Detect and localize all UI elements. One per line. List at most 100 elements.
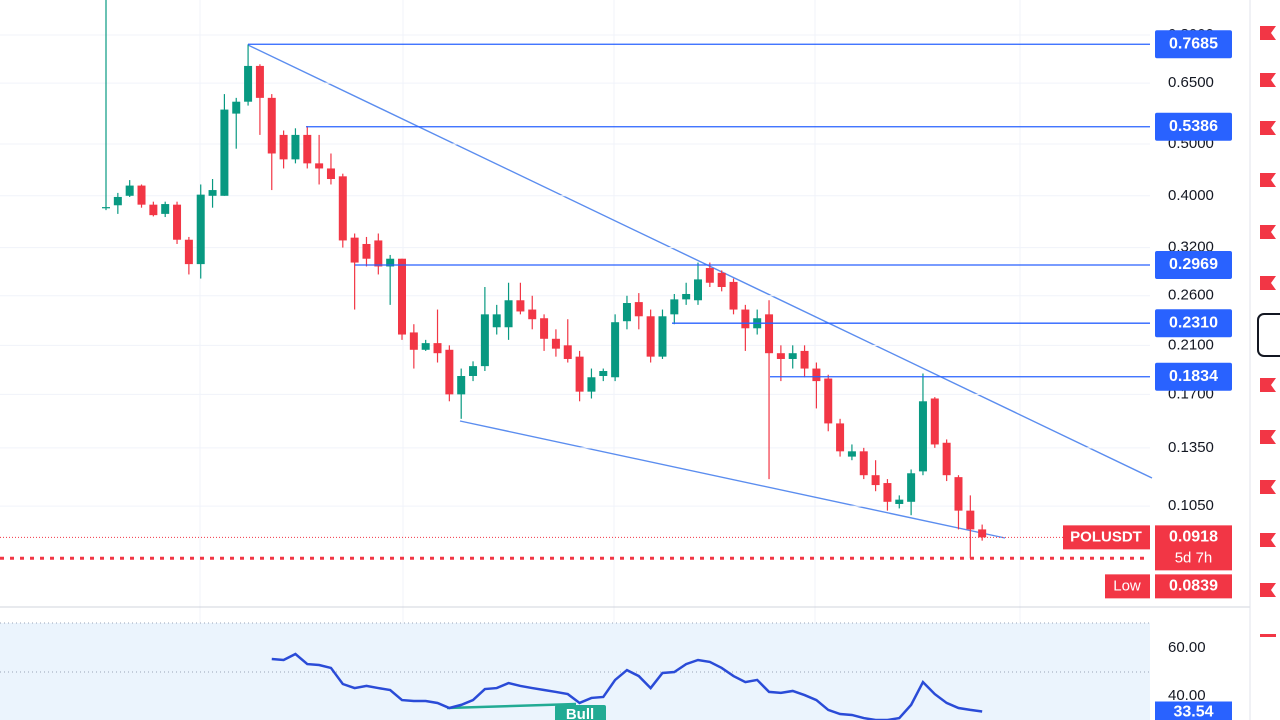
candle-body	[480, 314, 489, 367]
candle-body	[658, 316, 667, 357]
level-label: 0.5386	[1169, 118, 1218, 135]
level-label-box	[1155, 309, 1232, 338]
annotation: Bull	[566, 706, 594, 720]
candle-body	[326, 168, 335, 180]
candle-body	[244, 65, 253, 102]
flag-icon[interactable]	[1260, 276, 1276, 290]
candle-body	[445, 349, 454, 395]
annotation-box	[555, 705, 606, 720]
candle-body	[492, 314, 501, 328]
y-tick-label: 0.6500	[1168, 74, 1214, 91]
candle-body	[575, 356, 584, 392]
symbol-box	[1063, 525, 1150, 550]
candle-body	[599, 371, 608, 376]
candle-body	[457, 375, 466, 395]
low-tag-box	[1105, 574, 1150, 599]
y-tick-label: 0.1050	[1168, 497, 1214, 514]
candle-body	[113, 196, 122, 206]
flag-icon[interactable]	[1260, 73, 1276, 87]
candle-body	[954, 477, 963, 511]
candle-body	[729, 281, 738, 310]
flag-icon[interactable]	[1260, 533, 1276, 547]
level-label: 0.1834	[1169, 368, 1218, 385]
candle-body	[587, 377, 596, 392]
value-box	[1155, 701, 1232, 720]
candle-body	[137, 185, 146, 205]
low-tag: Low	[1113, 577, 1141, 594]
marks: Bull	[0, 0, 1150, 720]
candle-body	[161, 204, 170, 214]
candle-body	[765, 314, 774, 354]
candle-body	[232, 101, 241, 114]
symbol-label: POLUSDT	[1070, 528, 1142, 545]
y-tick-label: 0.1350	[1168, 439, 1214, 456]
candle-body	[291, 134, 300, 160]
candle-body	[303, 134, 312, 164]
candle-body	[398, 258, 406, 335]
candle-body	[315, 163, 324, 169]
candle-body	[705, 268, 714, 283]
candle-body	[646, 316, 655, 357]
low-value-label: 0.0839	[1169, 578, 1218, 595]
candle-body	[895, 499, 904, 504]
candle-body	[469, 366, 478, 376]
candle-body	[267, 97, 276, 154]
level-label: 0.2969	[1169, 256, 1218, 273]
grid	[199, 0, 1021, 720]
flag-icon[interactable]	[1260, 583, 1276, 597]
candle-body	[149, 204, 158, 216]
candle-body	[551, 338, 560, 349]
toolbar-button[interactable]	[1257, 313, 1280, 357]
candle-body	[528, 309, 537, 320]
upper-trendline	[247, 44, 1153, 479]
flag-icon[interactable]	[1260, 430, 1276, 444]
candle-body	[966, 510, 975, 530]
flag-icon[interactable]	[1260, 173, 1276, 187]
level-label-box	[1155, 30, 1232, 59]
flag-icon[interactable]	[1260, 378, 1276, 392]
candle-body	[196, 194, 205, 265]
labels: 0.80000.65000.50000.40000.32000.26000.21…	[1063, 26, 1232, 720]
y-tick-label: 0.2600	[1168, 287, 1214, 304]
candle-body	[836, 423, 845, 452]
countdown-label: 5d 7h	[1175, 549, 1213, 566]
y-tick-label: 0.4000	[1168, 187, 1214, 204]
y-tick-label: 40.00	[1168, 687, 1206, 704]
flag-icon[interactable]	[1260, 225, 1276, 239]
candle-body	[634, 302, 643, 317]
candle-body	[812, 368, 821, 382]
candle-body	[540, 318, 549, 339]
candle-body	[871, 475, 880, 486]
level-label-box	[1155, 362, 1232, 391]
candle-body	[847, 451, 856, 457]
lower-trendline	[459, 420, 1006, 539]
candle-body	[717, 272, 726, 288]
candle-body	[255, 65, 264, 98]
candle-body	[978, 529, 987, 538]
candle-body	[433, 343, 442, 354]
candle-body	[883, 483, 892, 502]
candle-body	[682, 293, 691, 300]
y-tick-label: 60.00	[1168, 639, 1206, 656]
flag-icon[interactable]	[1260, 121, 1276, 135]
flag-icon[interactable]	[1260, 480, 1276, 494]
candle-body	[824, 378, 833, 424]
level-label-box	[1155, 112, 1232, 141]
candle-body	[184, 239, 193, 265]
candle-body	[173, 204, 182, 240]
level-label-box	[1155, 250, 1232, 279]
candle-body	[279, 134, 288, 160]
divergence-line	[446, 702, 577, 710]
candle-body	[788, 353, 797, 359]
candle-body	[504, 300, 513, 328]
candle-body	[918, 401, 927, 472]
candle-body	[102, 207, 110, 209]
candle-body	[942, 442, 951, 476]
candle-body	[125, 185, 134, 196]
y-tick-label: 0.2100	[1168, 336, 1214, 353]
candle-body	[350, 237, 359, 263]
flag-icon[interactable]	[1260, 634, 1276, 637]
flag-icon[interactable]	[1260, 26, 1276, 40]
